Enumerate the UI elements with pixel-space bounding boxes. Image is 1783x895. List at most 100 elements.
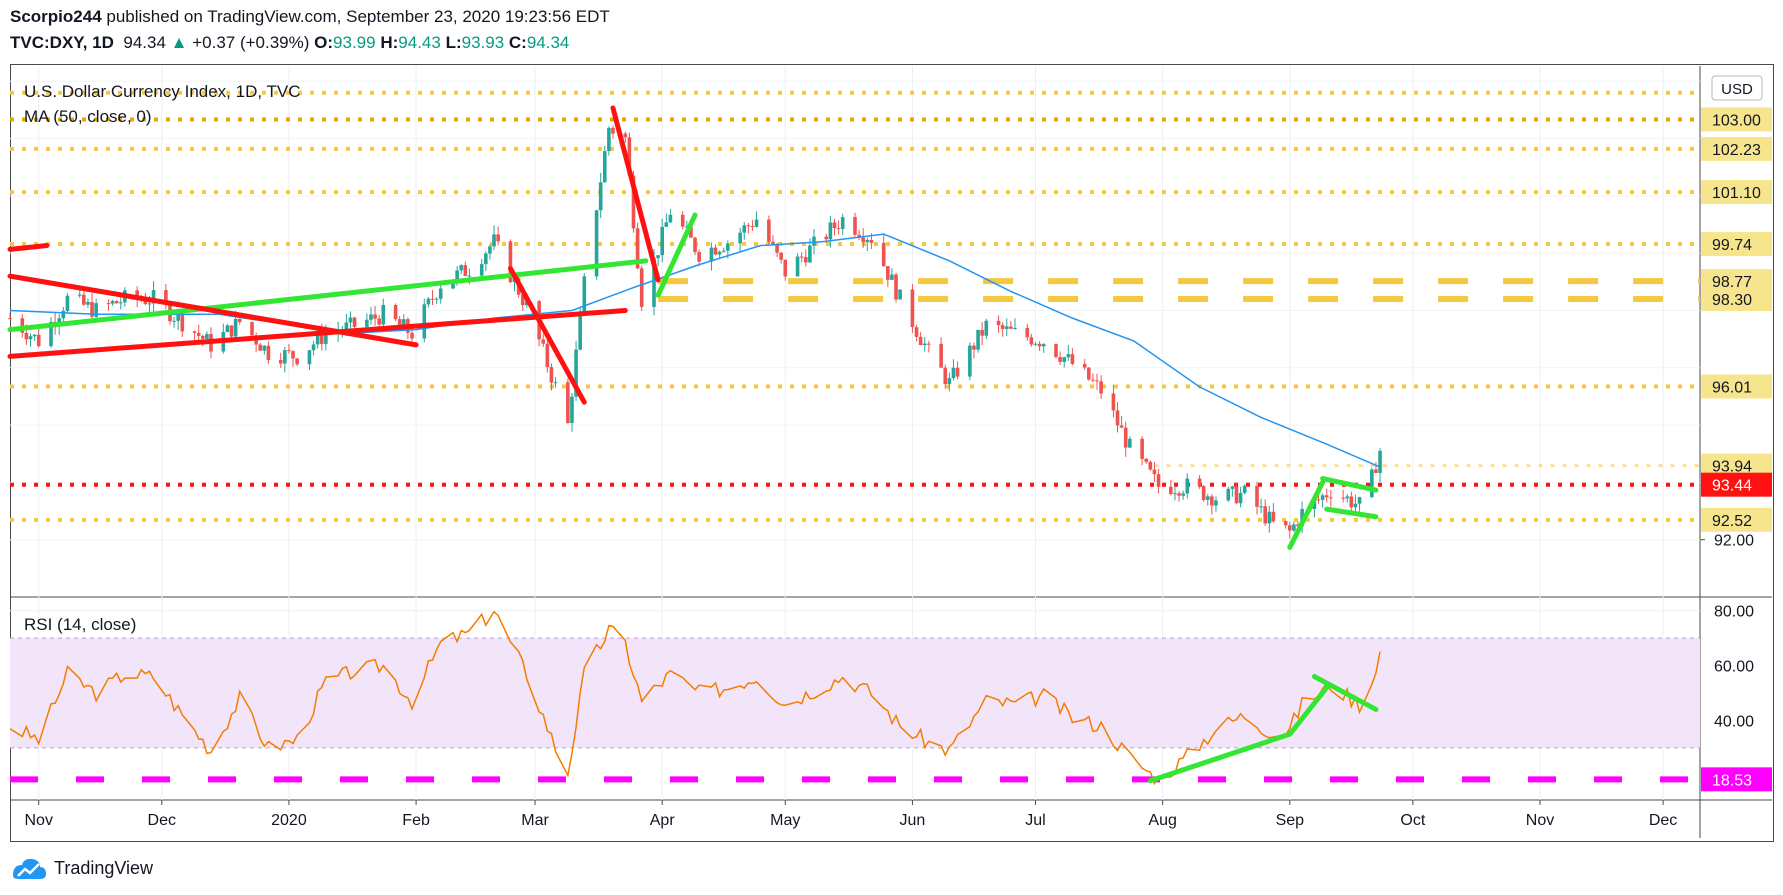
low-label: L: [445, 33, 462, 52]
candle-body [1320, 495, 1325, 500]
candle-body [1292, 524, 1296, 531]
x-tick-label: 2020 [271, 812, 307, 829]
candle-body [1156, 474, 1161, 487]
candle-body [488, 246, 492, 254]
candle-body [570, 396, 574, 423]
candle-body [1197, 478, 1202, 487]
x-tick-label: Nov [1526, 812, 1554, 829]
time-axis: Nov Dec 2020 Feb Mar Apr May Jun Jul Aug Sep Oct Nov… [24, 800, 1677, 829]
candle-body [196, 332, 201, 336]
tradingview-logo-icon [13, 858, 46, 879]
currency-badge-label: USD [1721, 81, 1753, 98]
candle-body [795, 256, 800, 277]
candle-body [110, 301, 115, 304]
candle-body [697, 252, 701, 262]
chart-frame [10, 64, 1774, 842]
candle-body [1082, 363, 1087, 368]
rsi-indicator-label: RSI (14, close) [24, 615, 136, 634]
candle-body [939, 343, 943, 368]
candle-body [233, 318, 238, 337]
candle-body [779, 252, 783, 260]
candle-body [1041, 344, 1046, 347]
candle-body [455, 270, 459, 281]
level-price-box [1701, 472, 1772, 497]
level-price-label: 92.52 [1712, 513, 1752, 530]
trendline-red [610, 105, 661, 283]
author-name[interactable]: Scorpio244 [10, 7, 102, 26]
candle-body [1181, 493, 1185, 496]
candle-body [520, 294, 525, 306]
candle-body [258, 344, 263, 351]
candle-body [172, 320, 176, 322]
candle-body [635, 228, 640, 269]
candle-body [1238, 492, 1243, 504]
candle-body [664, 222, 669, 227]
candle-body [1267, 511, 1272, 524]
candle-body [955, 367, 960, 377]
level-price-box [1701, 287, 1772, 312]
candle-body [1230, 486, 1235, 489]
candle-body [598, 182, 603, 211]
candle-body [1214, 500, 1218, 506]
candle-body [566, 382, 570, 423]
candle-body [430, 298, 435, 300]
trendlines [7, 105, 1379, 550]
candle-body [266, 345, 271, 360]
x-tick-label: Dec [1649, 812, 1677, 829]
candle-body [947, 378, 952, 385]
level-price-box [1701, 507, 1772, 532]
candle-body [20, 318, 25, 333]
tradingview-footer[interactable]: TradingView [10, 855, 153, 881]
trendline-red [507, 265, 587, 405]
level-price-box [1701, 107, 1772, 132]
candle-body [1378, 450, 1382, 473]
last-price: 94.34 [123, 33, 166, 52]
candle-body [1185, 478, 1190, 494]
candle-body [393, 304, 398, 320]
candle-body [1296, 524, 1300, 527]
candle-body [200, 335, 205, 339]
candle-body [82, 294, 86, 305]
candle-body [463, 265, 468, 276]
candle-body [840, 217, 845, 229]
candle-body [434, 298, 439, 300]
level-price-label: 96.01 [1712, 380, 1752, 397]
candle-body [1374, 469, 1378, 473]
candle-body [881, 242, 886, 267]
candle-body [689, 226, 693, 238]
candle-body [1013, 327, 1017, 329]
x-tick-label: Dec [148, 812, 176, 829]
candle-body [451, 280, 455, 289]
candle-body [1288, 525, 1292, 531]
candle-body [771, 241, 775, 245]
rsi-tick-label: 80.00 [1714, 604, 1754, 621]
candle-body [65, 295, 70, 311]
candle-body [1370, 469, 1374, 498]
candle-body [1087, 367, 1091, 380]
candle-body [319, 332, 324, 344]
level-price-label: 101.10 [1712, 185, 1761, 202]
candle-body [910, 289, 915, 328]
candle-body [1349, 496, 1354, 508]
trendline-red [7, 243, 50, 252]
candle-body [1009, 326, 1013, 329]
candle-body [1091, 379, 1095, 381]
candle-body [262, 345, 267, 351]
candle-body [869, 239, 874, 243]
candle-body [611, 127, 615, 134]
candle-body [922, 343, 927, 346]
candle-body [1234, 486, 1239, 504]
candle-body [24, 332, 29, 340]
ohlc-header: TVC:DXY, 1D 94.34 ▲ +0.37 (+0.39%) O:93.… [10, 33, 569, 53]
trendline-green [1287, 479, 1326, 550]
candle-body [61, 310, 66, 319]
candle-body [709, 247, 714, 262]
candle-body [927, 343, 931, 345]
candle-body [836, 228, 841, 230]
candle-body [890, 274, 894, 280]
candle-body [94, 303, 98, 317]
candle-body [639, 268, 644, 307]
candle-body [311, 344, 316, 351]
candle-body [77, 294, 82, 296]
